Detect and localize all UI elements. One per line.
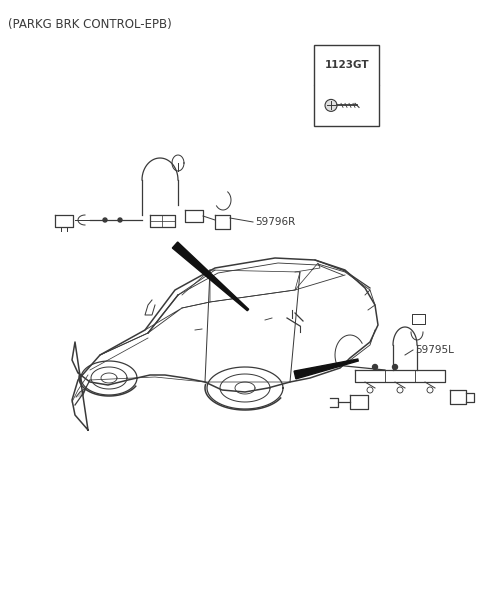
Circle shape xyxy=(427,387,433,393)
Text: 1123GT: 1123GT xyxy=(324,60,369,70)
Polygon shape xyxy=(294,359,358,379)
Circle shape xyxy=(118,218,122,222)
Text: 59795L: 59795L xyxy=(415,345,454,355)
Circle shape xyxy=(372,365,377,370)
Circle shape xyxy=(393,365,397,370)
Bar xyxy=(314,45,379,126)
Circle shape xyxy=(325,99,337,111)
Text: (PARKG BRK CONTROL-EPB): (PARKG BRK CONTROL-EPB) xyxy=(8,18,172,31)
Circle shape xyxy=(397,387,403,393)
Circle shape xyxy=(367,387,373,393)
Polygon shape xyxy=(76,388,86,397)
Polygon shape xyxy=(172,242,249,311)
Text: 59796R: 59796R xyxy=(255,217,295,227)
Circle shape xyxy=(103,218,107,222)
